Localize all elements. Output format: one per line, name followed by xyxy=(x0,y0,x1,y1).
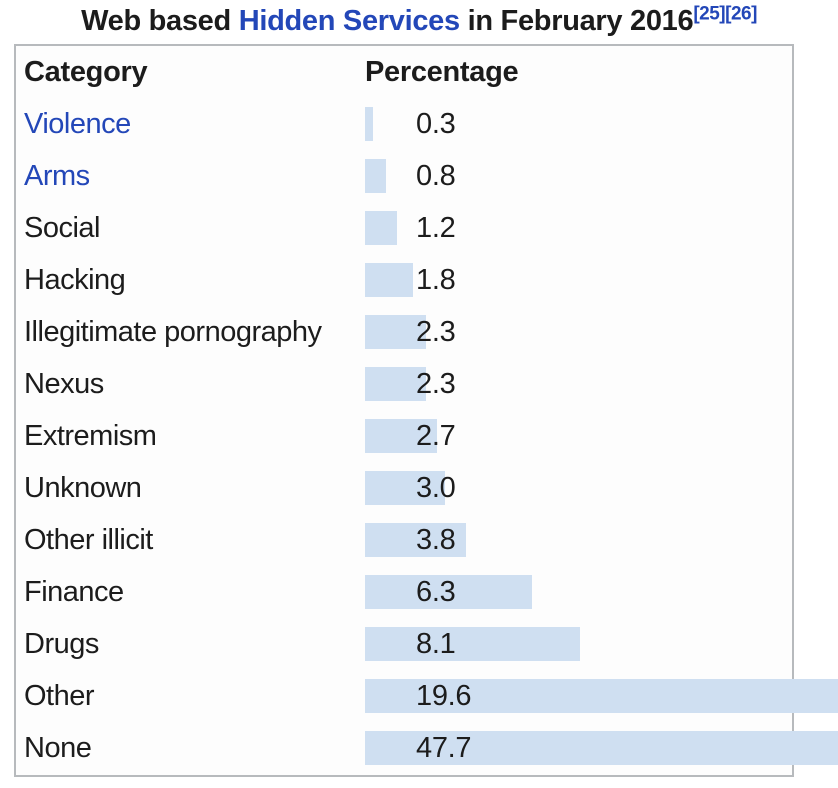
header-row: Category Percentage xyxy=(16,46,792,98)
percentage-bar xyxy=(365,367,426,401)
column-header-category: Category xyxy=(24,56,148,88)
percentage-bar xyxy=(365,731,838,765)
percentage-bar xyxy=(365,315,426,349)
reference-links: [25][26] xyxy=(693,3,757,24)
reference-link-26[interactable]: [26] xyxy=(725,3,757,25)
percentage-bar xyxy=(365,419,437,453)
category-label: Nexus xyxy=(24,368,104,400)
table-row: Other illicit 3.8 xyxy=(16,514,792,566)
table-row: Violence 0.3 xyxy=(16,98,792,150)
column-header-percentage: Percentage xyxy=(365,56,519,88)
table-row: Unknown 3.0 xyxy=(16,462,792,514)
percentage-value: 3.0 xyxy=(416,472,456,504)
table-rows: Violence 0.3 Arms 0.8 Social 1.2 Hacking 1.8 Ill… xyxy=(16,98,838,774)
percentage-value: 1.8 xyxy=(416,264,456,296)
percentage-bar xyxy=(365,211,397,245)
bar-chart-table: Category Percentage Violence 0.3 Arms 0.8 So… xyxy=(14,44,838,777)
table-row: Illegitimate pornography 2.3 xyxy=(16,306,792,358)
category-label: Unknown xyxy=(24,472,142,504)
percentage-value: 0.8 xyxy=(416,160,456,192)
category-label: Finance xyxy=(24,576,124,608)
category-label: Arms xyxy=(24,150,90,202)
table-row: Finance 6.3 xyxy=(16,566,792,618)
percentage-value: 0.3 xyxy=(416,108,456,140)
percentage-bar xyxy=(365,575,532,609)
reference-link-25[interactable]: [25] xyxy=(693,3,726,25)
category-label: Social xyxy=(24,212,101,244)
percentage-bar xyxy=(365,471,445,505)
table-row: Other 19.6 xyxy=(16,670,838,722)
percentage-bar xyxy=(365,159,386,193)
hidden-services-link[interactable]: Hidden Services xyxy=(238,5,460,37)
table-row: Arms 0.8 xyxy=(16,150,792,202)
category-label: Drugs xyxy=(24,628,99,660)
percentage-value: 47.7 xyxy=(416,732,472,764)
percentage-value: 19.6 xyxy=(416,680,472,712)
category-label: None xyxy=(24,732,92,764)
table-row: Drugs 8.1 xyxy=(16,618,792,670)
percentage-value: 6.3 xyxy=(416,576,456,608)
percentage-bar xyxy=(365,627,580,661)
table-row: Nexus 2.3 xyxy=(16,358,792,410)
category-label: Other xyxy=(24,680,95,712)
percentage-bar xyxy=(365,107,373,141)
percentage-value: 1.2 xyxy=(416,212,456,244)
table-row: None 47.7 xyxy=(16,722,838,774)
table-row: Social 1.2 xyxy=(16,202,792,254)
title-text-suffix: in February 2016 xyxy=(459,5,694,37)
percentage-value: 2.7 xyxy=(416,420,456,452)
chart-title: Web based Hidden Services in February 20… xyxy=(0,0,838,42)
percentage-bar xyxy=(365,679,838,713)
percentage-bar xyxy=(365,263,413,297)
category-label: Other illicit xyxy=(24,524,153,556)
category-label: Hacking xyxy=(24,264,126,296)
table-row: Hacking 1.8 xyxy=(16,254,792,306)
percentage-value: 2.3 xyxy=(416,316,456,348)
category-label: Illegitimate pornography xyxy=(24,316,322,348)
category-link[interactable]: Arms xyxy=(24,160,90,192)
category-label: Violence xyxy=(24,98,131,150)
title-text-prefix: Web based xyxy=(81,5,239,37)
category-label: Extremism xyxy=(24,420,157,452)
table-row: Extremism 2.7 xyxy=(16,410,792,462)
percentage-value: 3.8 xyxy=(416,524,456,556)
percentage-value: 8.1 xyxy=(416,628,456,660)
category-link[interactable]: Violence xyxy=(24,108,131,140)
percentage-bar xyxy=(365,523,466,557)
percentage-value: 2.3 xyxy=(416,368,456,400)
